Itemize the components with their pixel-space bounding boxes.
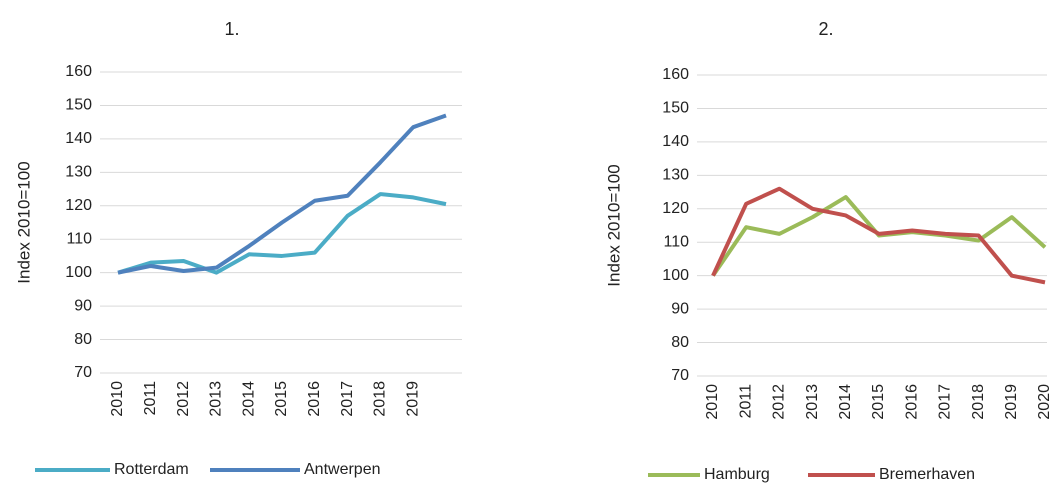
x-tick-label: 2019	[404, 381, 421, 417]
x-tick-label: 2014	[240, 381, 257, 417]
legend-label: Bremerhaven	[879, 466, 975, 483]
x-tick-label: 2012	[175, 381, 192, 417]
chart-title: 1.	[224, 19, 239, 39]
x-tick-label: 2011	[737, 384, 754, 419]
x-tick-label: 2020	[1036, 384, 1050, 420]
y-tick-label: 100	[662, 267, 689, 284]
x-tick-label: 2019	[1003, 384, 1020, 420]
x-tick-label: 2010	[109, 381, 126, 417]
series-line	[117, 192, 447, 275]
y-tick-label: 160	[662, 66, 689, 83]
y-axis-label: Index 2010=100	[14, 161, 33, 283]
x-tick-label: 2015	[870, 384, 887, 420]
y-tick-label: 130	[65, 164, 92, 181]
y-tick-label: 100	[65, 264, 92, 281]
y-tick-label: 70	[671, 367, 689, 384]
y-tick-label: 150	[65, 97, 92, 114]
x-tick-label: 2012	[771, 384, 788, 420]
x-tick-label: 2017	[937, 384, 954, 420]
y-tick-label: 90	[74, 297, 92, 314]
series-line	[117, 113, 447, 275]
legend-label: Antwerpen	[304, 461, 381, 478]
y-tick-label: 80	[74, 331, 92, 348]
x-tick-label: 2015	[273, 381, 290, 417]
y-tick-label: 120	[65, 197, 92, 214]
y-tick-label: 140	[662, 133, 689, 150]
x-tick-label: 2018	[970, 384, 987, 420]
y-tick-label: 150	[662, 100, 689, 117]
y-tick-label: 140	[65, 130, 92, 147]
series-line	[711, 186, 1046, 285]
x-tick-label: 2014	[837, 384, 854, 420]
legend-label: Hamburg	[704, 466, 770, 483]
x-tick-label: 2013	[804, 384, 821, 420]
x-tick-label: 2013	[208, 381, 225, 417]
y-tick-label: 130	[662, 167, 689, 184]
x-tick-label: 2011	[142, 381, 159, 416]
y-tick-label: 160	[65, 63, 92, 80]
y-tick-label: 120	[662, 200, 689, 217]
legend-label: Rotterdam	[114, 461, 189, 478]
y-axis-label: Index 2010=100	[604, 164, 623, 286]
x-tick-label: 2016	[306, 381, 323, 417]
y-tick-label: 90	[671, 300, 689, 317]
y-tick-label: 80	[671, 334, 689, 351]
y-tick-label: 110	[66, 230, 92, 247]
y-tick-label: 110	[663, 233, 689, 250]
x-tick-label: 2016	[903, 384, 920, 420]
x-tick-label: 2017	[339, 381, 356, 417]
y-tick-label: 70	[74, 364, 92, 381]
x-tick-label: 2010	[704, 384, 721, 420]
chart-title: 2.	[818, 19, 833, 39]
x-tick-label: 2018	[372, 381, 389, 417]
